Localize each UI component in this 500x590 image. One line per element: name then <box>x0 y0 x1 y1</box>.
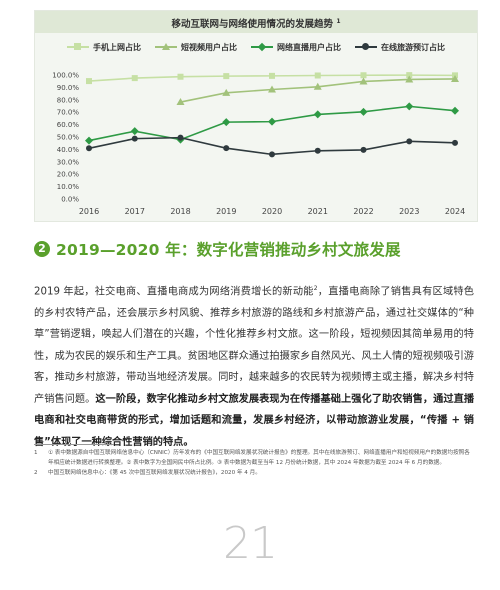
chart-title: 移动互联网与网络使用情况的发展趋势 1 <box>35 11 477 33</box>
x-tick-label: 2021 <box>308 207 328 216</box>
data-point <box>405 102 414 111</box>
y-tick-label: 30.0% <box>57 158 80 166</box>
data-point <box>405 75 414 83</box>
data-point <box>223 145 230 152</box>
body-text-part2: ，直播电商除了销售具有区域特色的乡村农特产品，还会展示乡村风貌、推荐乡村旅游的路… <box>34 286 474 405</box>
legend-label-mobile: 手机上网占比 <box>93 42 141 52</box>
data-point <box>406 138 413 145</box>
footnote-number: 1 <box>34 450 38 456</box>
legend-label-shortvideo: 短视频用户占比 <box>181 42 237 52</box>
data-point <box>359 77 368 85</box>
data-point <box>268 85 276 93</box>
data-point <box>222 88 231 96</box>
footnote-1: 1 ① 表中数据源自中国互联网络信息中心（CNNIC）历年发布的《中国互联网络发… <box>34 448 474 468</box>
data-point <box>131 135 138 142</box>
data-point <box>86 78 92 85</box>
data-point <box>313 110 322 119</box>
legend-item-livestream: 网络直播用户占比 <box>251 39 341 55</box>
data-point <box>314 72 321 79</box>
section-number-badge: 2 <box>34 241 50 257</box>
data-point <box>313 82 322 90</box>
footnote-text: 中国互联网络信息中心：《第 45 次中国互联网络发展状况统计报告》，2020 年… <box>48 470 261 476</box>
chart-title-text: 移动互联网与网络使用情况的发展趋势 <box>171 19 333 31</box>
data-point <box>223 73 230 80</box>
legend-swatch-travel <box>355 43 377 50</box>
data-point <box>451 106 459 115</box>
data-point <box>269 151 275 158</box>
legend-swatch-shortvideo <box>155 43 177 50</box>
body-text-emphasis: 这一阶段，数字化推动乡村文旅发展表现为在传播基础上强化了助农销售，通过直播电商和… <box>34 393 475 448</box>
footnote-number: 2 <box>34 470 38 476</box>
data-point <box>131 75 138 82</box>
x-tick-label: 2024 <box>445 207 465 216</box>
legend-label-livestream: 网络直播用户占比 <box>277 42 341 52</box>
data-point <box>130 127 139 136</box>
footnote-divider <box>34 444 114 445</box>
chart-legend: 手机上网占比 短视频用户占比 网络直播用户占比 在线旅游预订占比 <box>35 39 477 55</box>
data-point <box>406 72 413 79</box>
data-point <box>359 107 368 116</box>
x-tick-label: 2023 <box>399 207 419 216</box>
data-point <box>451 74 459 82</box>
page-number: 21 <box>223 518 278 569</box>
line-chart-plot: 0.0% 10.0% 20.0% 30.0% 40.0% 50.0% 60.0% 70.0% 8… <box>52 72 465 217</box>
data-point <box>222 118 231 127</box>
data-point <box>268 117 276 126</box>
footnote-2: 2 中国互联网络信息中心：《第 45 次中国互联网络发展状况统计报告》，2020… <box>34 468 474 478</box>
data-point <box>177 134 184 141</box>
section-heading: 2 2019—2020 年：数字化营销推动乡村文旅发展 <box>34 237 474 261</box>
legend-item-mobile: 手机上网占比 <box>67 39 141 55</box>
data-point <box>86 145 92 152</box>
y-tick-label: 90.0% <box>57 84 80 92</box>
data-point <box>360 146 367 153</box>
x-tick-label: 2017 <box>125 207 145 216</box>
x-tick-label: 2018 <box>170 207 190 216</box>
section-title: 2019—2020 年：数字化营销推动乡村文旅发展 <box>56 241 401 259</box>
footnote-text: ① 表中数据源自中国互联网络信息中心（CNNIC）历年发布的《中国互联网络发展状… <box>48 450 470 466</box>
chart-panel: 移动互联网与网络使用情况的发展趋势 1 手机上网占比 短视频用户占比 网络 <box>34 10 478 222</box>
legend-item-travel: 在线旅游预订占比 <box>355 39 445 55</box>
legend-label-travel: 在线旅游预订占比 <box>381 42 445 52</box>
data-point <box>85 136 93 145</box>
x-tick-label: 2020 <box>262 207 282 216</box>
y-tick-label: 0.0% <box>61 196 79 204</box>
x-tick-label: 2022 <box>353 207 373 216</box>
y-tick-label: 70.0% <box>57 109 80 117</box>
data-point <box>269 72 275 79</box>
y-tick-label: 80.0% <box>57 96 80 104</box>
x-tick-label: 2019 <box>216 207 236 216</box>
data-point <box>452 139 458 146</box>
footnotes: 1 ① 表中数据源自中国互联网络信息中心（CNNIC）历年发布的《中国互联网络发… <box>34 448 474 478</box>
data-point <box>314 147 321 154</box>
chart-title-note: 1 <box>336 18 341 25</box>
data-point <box>360 72 367 79</box>
legend-swatch-mobile <box>67 43 89 50</box>
series-line-1 <box>180 78 456 103</box>
data-point <box>177 73 184 80</box>
y-tick-label: 40.0% <box>57 146 80 154</box>
body-paragraph: 2019 年起，社交电商、直播电商成为网络消费增长的新动能2，直播电商除了销售具… <box>34 278 474 453</box>
y-tick-label: 20.0% <box>57 171 80 179</box>
legend-swatch-livestream <box>251 42 273 52</box>
y-tick-label: 60.0% <box>57 121 80 129</box>
y-tick-label: 10.0% <box>57 183 80 191</box>
y-tick-label: 100.0% <box>52 72 79 80</box>
x-tick-label: 2016 <box>79 207 99 216</box>
data-point <box>176 98 185 106</box>
legend-item-shortvideo: 短视频用户占比 <box>155 39 237 55</box>
body-text-part1: 2019 年起，社交电商、直播电商成为网络消费增长的新动能 <box>34 286 314 298</box>
footnote-ref-2[interactable]: 2 <box>313 285 318 292</box>
y-tick-label: 50.0% <box>57 134 80 142</box>
